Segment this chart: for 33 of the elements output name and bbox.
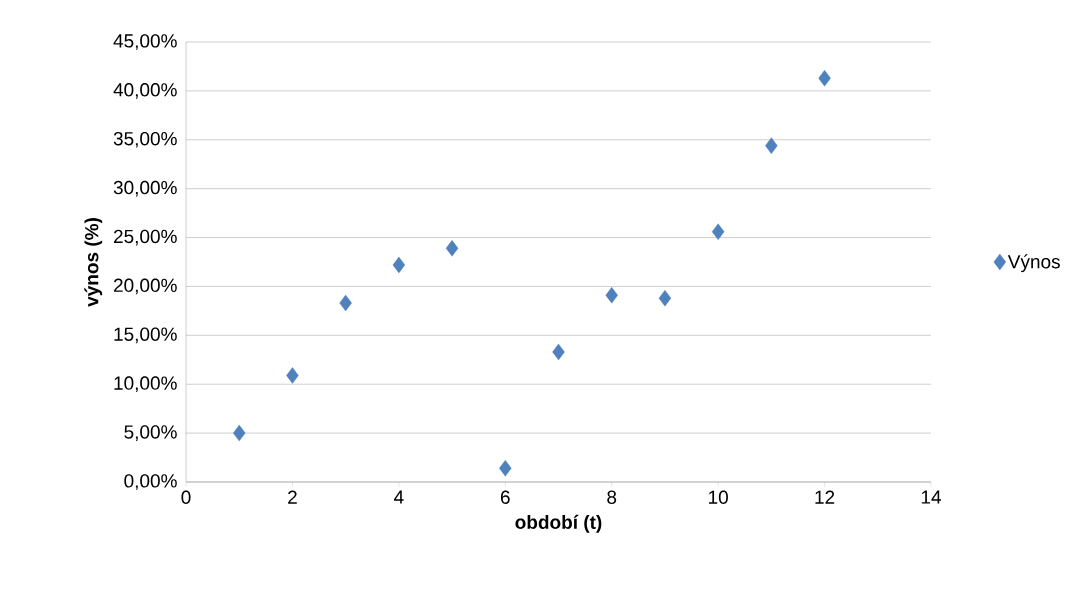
x-tick-label: 14 <box>921 490 941 504</box>
y-tick-label: 40,00% <box>113 83 177 99</box>
y-tick-label: 45,00% <box>113 34 177 50</box>
x-tick-label: 6 <box>500 490 510 504</box>
point <box>445 240 459 257</box>
y-tick-label: 15,00% <box>114 327 177 344</box>
x-axis-title: období (t) <box>515 514 602 533</box>
y-tick-label: 30,00% <box>113 180 177 197</box>
point <box>233 424 246 442</box>
point <box>286 367 299 384</box>
x-tick-label: 10 <box>709 490 728 504</box>
point <box>765 137 778 154</box>
point <box>818 69 831 87</box>
point <box>605 287 618 304</box>
point <box>658 289 672 307</box>
y-tick-label: 0,00% <box>124 474 177 490</box>
y-tick-label: 35,00% <box>113 131 177 148</box>
point <box>499 460 512 477</box>
y-tick-label: 10,00% <box>114 376 177 393</box>
legend-label: Výnos <box>1007 254 1060 273</box>
y-tick-label: 5,00% <box>124 425 177 441</box>
x-tick-label: 4 <box>394 490 404 504</box>
point <box>552 343 565 361</box>
y-axis-title: výnos (%) <box>84 218 103 307</box>
x-tick-label: 2 <box>288 490 297 504</box>
y-tick-label: 25,00% <box>113 229 177 246</box>
x-tick-label: 12 <box>815 490 835 504</box>
point <box>711 223 725 240</box>
x-tick-label: 0 <box>181 490 191 504</box>
x-tick-label: 8 <box>607 490 617 504</box>
point <box>339 294 352 312</box>
y-tick-label: 20,00% <box>113 278 177 295</box>
point <box>392 256 406 274</box>
